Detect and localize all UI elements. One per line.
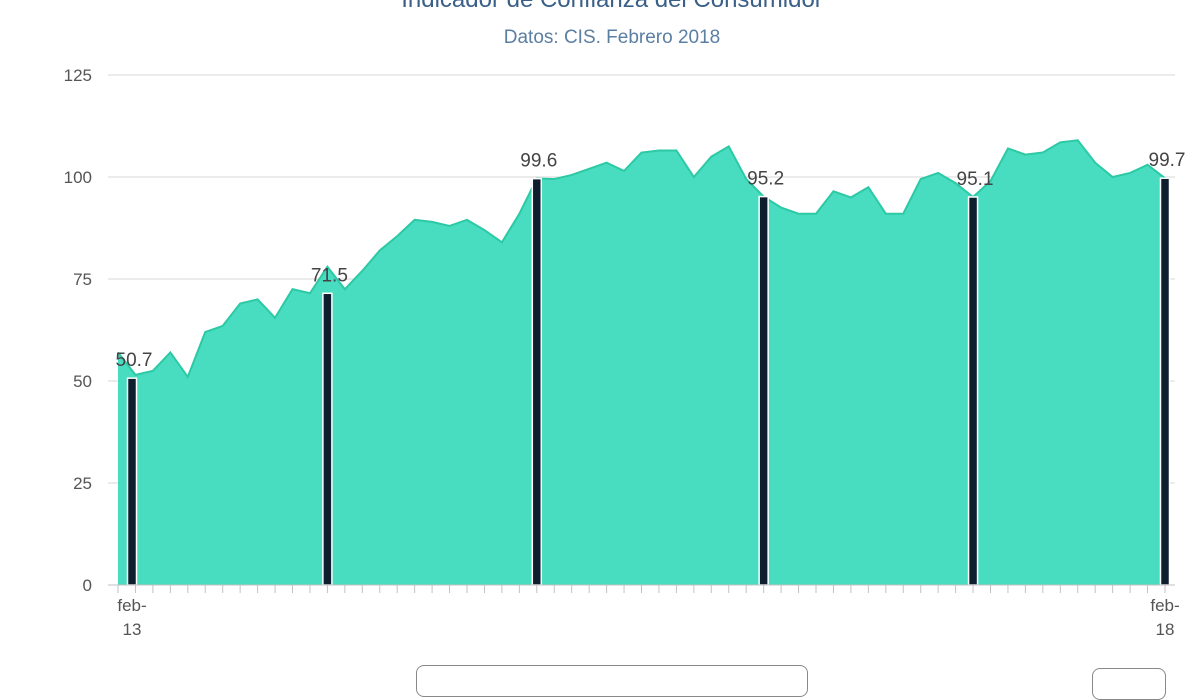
y-tick-label: 0 bbox=[83, 576, 92, 595]
y-tick-label: 50 bbox=[73, 372, 92, 391]
data-label: 95.1 bbox=[957, 169, 994, 190]
chart-svg: 0 25 50 75 100 125 feb-13 feb-18 50.7 71.5 99.6 95… bbox=[64, 66, 1186, 639]
series-line bbox=[117, 139, 1166, 380]
data-label: 99.7 bbox=[1149, 150, 1186, 171]
data-label: 71.5 bbox=[311, 265, 348, 286]
y-tick-label: 125 bbox=[64, 66, 92, 85]
axis-layer: 0 25 50 75 100 125 feb-13 feb-18 bbox=[64, 66, 1180, 639]
range-selector-box[interactable] bbox=[416, 665, 808, 697]
bar bbox=[531, 177, 543, 586]
y-tick-label: 25 bbox=[73, 474, 92, 493]
bar bbox=[967, 196, 979, 586]
y-tick-label: 100 bbox=[64, 168, 92, 187]
data-label: 95.2 bbox=[747, 169, 784, 190]
x-tick-label: feb-13 bbox=[117, 596, 146, 639]
bar bbox=[322, 292, 333, 586]
bar bbox=[758, 195, 769, 586]
range-button[interactable] bbox=[1092, 668, 1166, 700]
data-label: 99.6 bbox=[520, 151, 557, 172]
series-area bbox=[118, 140, 1165, 585]
x-tick-label: feb-18 bbox=[1150, 596, 1179, 639]
area-layer bbox=[117, 139, 1166, 585]
chart-title: Indicador de Confianza del Consumidor bbox=[0, 0, 1199, 14]
y-tick-label: 75 bbox=[73, 270, 92, 289]
label-layer: 50.7 71.5 99.6 95.2 95.1 99.7 bbox=[116, 150, 1186, 371]
bar bbox=[1159, 177, 1171, 586]
chart-subtitle: Datos: CIS. Febrero 2018 bbox=[503, 27, 721, 48]
bar bbox=[126, 377, 138, 586]
data-label: 50.7 bbox=[116, 350, 153, 371]
